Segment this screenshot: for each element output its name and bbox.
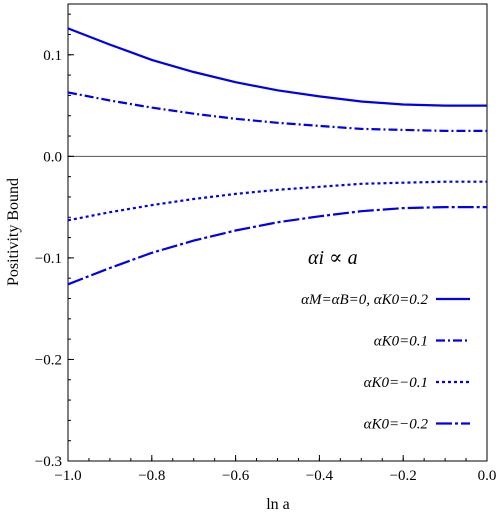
x-tick-label: 0.0 bbox=[478, 468, 497, 484]
series-line-4 bbox=[67, 206, 487, 286]
x-tick-label: −1.0 bbox=[54, 468, 81, 484]
x-tick-label: −0.8 bbox=[138, 468, 165, 484]
axis-ticks: −1.0 −0.8 −0.6 −0.4 −0.2 0.0 −0.3 −0.2 −0.1 0.0 0.… bbox=[35, 13, 497, 484]
y-tick-label: −0.3 bbox=[35, 454, 62, 470]
series-line-1 bbox=[67, 27, 487, 107]
x-tick-label: −0.4 bbox=[306, 468, 334, 484]
y-tick-label: 0.1 bbox=[43, 48, 62, 64]
series-line-3 bbox=[67, 180, 487, 222]
y-tick-label: 0.0 bbox=[43, 149, 62, 165]
series-layer bbox=[67, 27, 487, 286]
legend-label-1: αM=αB=0, αK0=0.2 bbox=[301, 292, 428, 308]
x-tick-label: −0.6 bbox=[222, 468, 250, 484]
legend-label-3: αK0=−0.1 bbox=[364, 375, 428, 391]
x-tick-label: −0.2 bbox=[390, 468, 417, 484]
x-axis-title: ln a bbox=[266, 496, 290, 513]
plot-frame bbox=[67, 3, 488, 462]
legend-label-4: αK0=−0.2 bbox=[364, 417, 429, 433]
annotation-label: αi ∝ a bbox=[308, 247, 358, 269]
series-line-2 bbox=[67, 91, 487, 132]
y-axis-title: Positivity Bound bbox=[5, 178, 22, 286]
y-tick-label: −0.1 bbox=[35, 251, 62, 267]
legend-label-2: αK0=0.1 bbox=[374, 334, 428, 350]
legend: αM=αB=0, αK0=0.2 αK0=0.1 αK0=−0.1 αK0=−0.2 bbox=[301, 292, 470, 433]
y-tick-label: −0.2 bbox=[35, 352, 62, 368]
